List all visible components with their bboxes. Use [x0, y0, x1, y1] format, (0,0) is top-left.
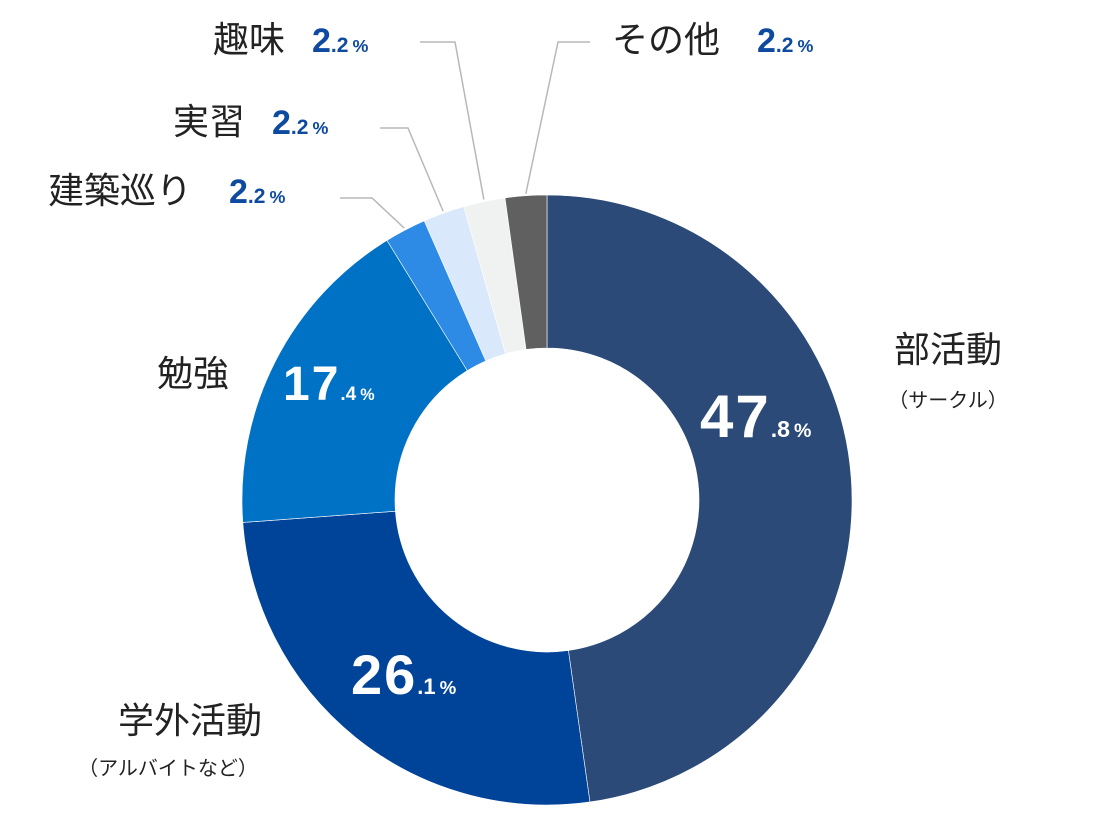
value-int-1: 26 — [351, 643, 417, 706]
leader-line-6 — [525, 41, 590, 194]
leader-line-4 — [380, 127, 444, 212]
value-dec-2: .4 — [340, 384, 356, 405]
value-unit-3: % — [269, 187, 285, 207]
category-label-3: 建築巡り — [48, 171, 192, 212]
category-label-4: 実習 — [173, 102, 245, 143]
leader-lines-group — [340, 41, 590, 229]
category-label-0: 部活動 — [894, 330, 1002, 371]
value-int-6: 2 — [757, 22, 776, 60]
value-unit-0: % — [794, 420, 811, 442]
value-dec-3: .2 — [248, 185, 266, 208]
value-unit-4: % — [312, 118, 328, 138]
labels-group: 47.8 % 部活動 （サークル） 26.1 % 学外活動 （アルバイトなど） 17.4 % 勉強 建… — [48, 20, 1008, 780]
value-label-3: 2.2% — [229, 173, 285, 211]
value-label-6: 2.2% — [757, 22, 813, 60]
category-label-5: 趣味 — [213, 20, 285, 61]
leader-line-3 — [340, 197, 405, 229]
value-unit-5: % — [352, 36, 368, 56]
slice-0 — [546, 194, 853, 803]
value-dec-4: .2 — [291, 116, 309, 139]
value-unit-6: % — [797, 36, 813, 56]
value-label-1: 26.1% — [351, 643, 457, 706]
slices-group — [241, 194, 853, 806]
value-dec-1: .1 — [417, 674, 435, 699]
slice-2 — [241, 239, 468, 523]
slice-1 — [242, 510, 591, 806]
value-dec-0: .8 — [771, 416, 790, 442]
value-int-4: 2 — [272, 104, 291, 142]
value-unit-2: % — [360, 386, 374, 404]
slice-6 — [504, 194, 548, 350]
leader-line-5 — [420, 41, 485, 200]
value-label-0: 47.8% — [700, 383, 811, 450]
category-label-6: その他 — [612, 20, 720, 61]
value-unit-1: % — [440, 677, 457, 698]
value-int-3: 2 — [229, 173, 248, 211]
value-dec-5: .2 — [331, 34, 349, 57]
value-int-5: 2 — [312, 22, 331, 60]
value-int-2: 17 — [283, 358, 340, 411]
value-dec-6: .2 — [776, 34, 794, 57]
category-label-2: 勉強 — [157, 354, 229, 395]
category-label-1: 学外活動 — [118, 701, 262, 742]
value-label-2: 17.4% — [283, 358, 375, 411]
category-sublabel-0: （サークル） — [888, 388, 1007, 412]
category-sublabel-1: （アルバイトなど） — [78, 756, 258, 780]
value-label-4: 2.2% — [272, 104, 328, 142]
value-label-5: 2.2% — [312, 22, 368, 60]
value-int-0: 47 — [700, 383, 771, 450]
